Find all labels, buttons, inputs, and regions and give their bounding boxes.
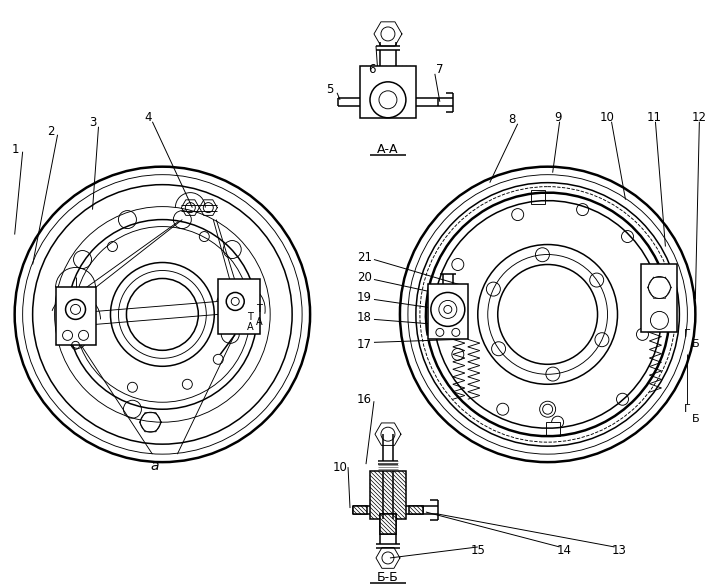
Bar [409,506,423,514]
Text: 10: 10 [333,461,348,473]
Circle shape [370,82,406,118]
Bar [353,506,367,514]
Circle shape [649,277,670,298]
Bar [380,514,396,534]
Text: Б: Б [691,339,699,349]
Text: Б-Б: Б-Б [377,571,399,584]
Text: 12: 12 [692,111,707,124]
Text: 20: 20 [357,271,372,284]
Circle shape [439,301,456,318]
Text: 10: 10 [600,111,615,124]
Text: 21: 21 [357,251,372,264]
Text: 1: 1 [12,143,19,156]
Bar [55,288,96,345]
Text: А: А [256,318,263,328]
Text: 3: 3 [89,116,96,130]
Circle shape [379,91,397,109]
Bar [642,264,678,332]
Text: 16: 16 [357,393,372,406]
Text: 9: 9 [554,111,562,124]
Bar [531,190,544,203]
Bar [370,471,406,519]
Bar [546,422,559,436]
Text: Б: Б [691,414,699,424]
Text: T: T [247,312,253,322]
Text: 5: 5 [326,83,334,96]
Text: 19: 19 [357,291,372,304]
Text: А-А: А-А [377,143,399,156]
Text: 7: 7 [436,63,444,76]
Circle shape [650,311,668,329]
Bar [428,284,468,339]
Text: 6: 6 [368,63,376,76]
Text: 2: 2 [47,125,54,138]
Bar [380,514,396,534]
Text: Г: Г [684,329,690,339]
Text: 13: 13 [612,544,627,557]
Text: 8: 8 [508,113,516,126]
Text: 17: 17 [357,338,372,351]
Circle shape [431,292,465,326]
Text: A: A [247,322,253,332]
Text: 4: 4 [145,111,152,124]
Bar [360,66,416,118]
Bar [218,280,260,335]
Text: а: а [150,459,158,473]
Text: 18: 18 [357,311,372,324]
Text: Г: Г [684,404,690,414]
Text: Т: Т [256,304,262,315]
Text: 11: 11 [647,111,662,124]
Text: 14: 14 [557,544,572,557]
Text: 15: 15 [470,544,485,557]
